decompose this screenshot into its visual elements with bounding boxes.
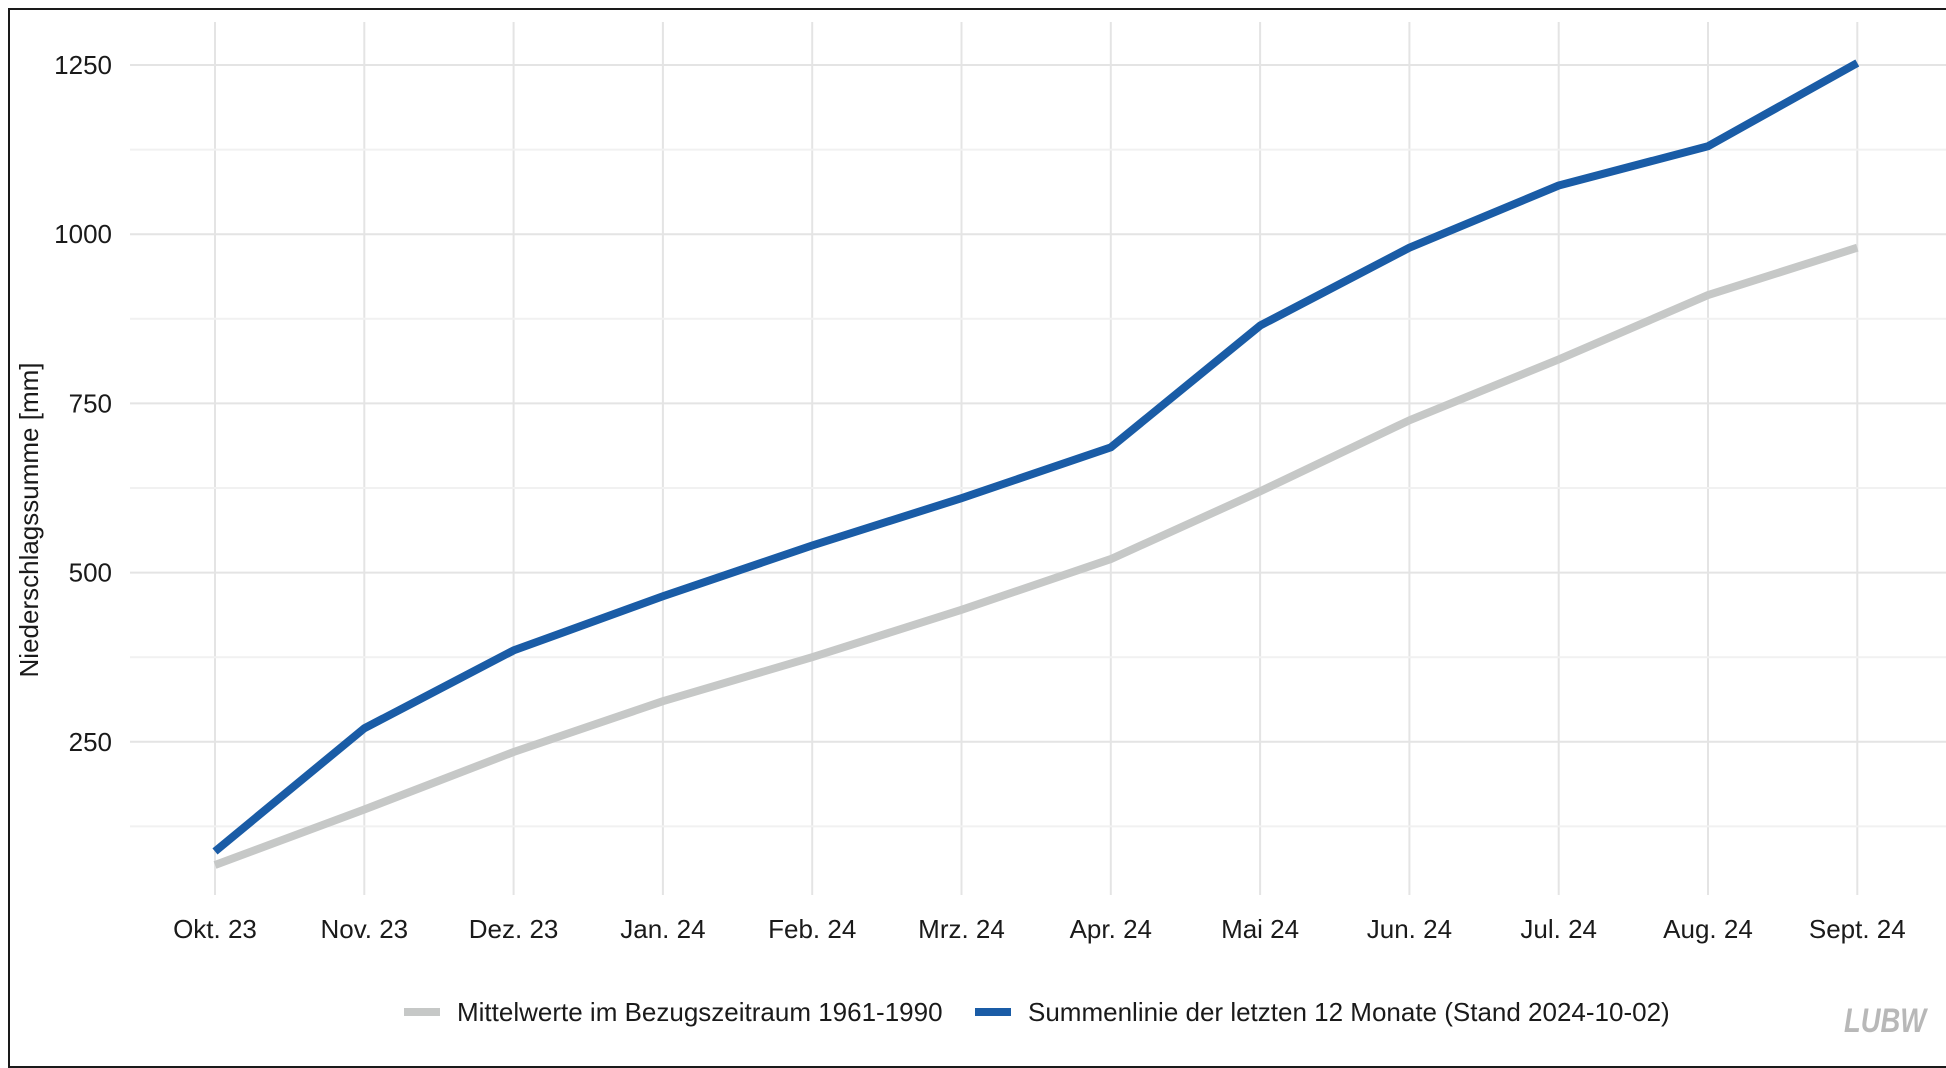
x-tick-label: Jun. 24 bbox=[1367, 914, 1452, 944]
legend-label-summenlinie: Summenlinie der letzten 12 Monate (Stand… bbox=[1028, 997, 1670, 1027]
x-tick-label: Nov. 23 bbox=[320, 914, 408, 944]
x-tick-label: Mrz. 24 bbox=[918, 914, 1005, 944]
x-tick-label: Jul. 24 bbox=[1520, 914, 1597, 944]
x-tick-label: Mai 24 bbox=[1221, 914, 1299, 944]
y-axis-title: Niederschlagssumme [mm] bbox=[14, 363, 44, 678]
grid bbox=[130, 22, 1946, 895]
x-tick-label: Feb. 24 bbox=[768, 914, 856, 944]
y-tick-label: 250 bbox=[69, 727, 112, 757]
lubw-logo-text: LUBW bbox=[1844, 1002, 1928, 1040]
y-tick-label: 500 bbox=[69, 558, 112, 588]
lubw-logo: LUBW bbox=[1844, 1002, 1928, 1040]
axis-ticks: 250 500 750 1000 1250 Okt. 23 Nov. 23 Dez. 23 Ja… bbox=[54, 50, 1906, 944]
x-tick-label: Jan. 24 bbox=[620, 914, 705, 944]
x-tick-label: Sept. 24 bbox=[1809, 914, 1906, 944]
x-tick-label: Aug. 24 bbox=[1663, 914, 1753, 944]
y-tick-label: 1250 bbox=[54, 50, 112, 80]
x-tick-label: Dez. 23 bbox=[469, 914, 559, 944]
legend-label-mittelwerte: Mittelwerte im Bezugszeitraum 1961-1990 bbox=[457, 997, 943, 1027]
series-line-summenlinie bbox=[212, 59, 1860, 855]
series bbox=[212, 59, 1860, 869]
x-tick-label: Okt. 23 bbox=[173, 914, 257, 944]
series-line-mittelwerte bbox=[213, 243, 1859, 869]
y-tick-label: 750 bbox=[69, 388, 112, 418]
y-tick-label: 1000 bbox=[54, 219, 112, 249]
x-tick-label: Apr. 24 bbox=[1070, 914, 1152, 944]
legend: Mittelwerte im Bezugszeitraum 1961-1990 … bbox=[404, 997, 1670, 1027]
